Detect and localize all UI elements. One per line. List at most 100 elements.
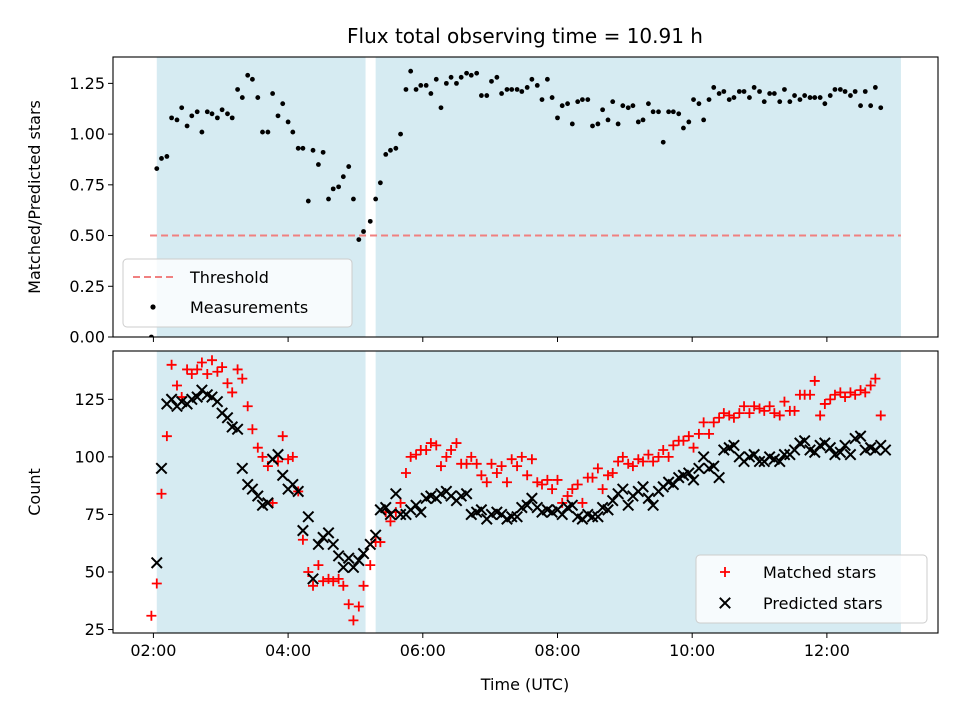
matched-star-point bbox=[411, 449, 422, 460]
measurement-point bbox=[600, 107, 606, 113]
measurement-point bbox=[716, 91, 722, 96]
predicted-star-point bbox=[798, 434, 811, 447]
measurement-point bbox=[771, 91, 777, 96]
measurement-point bbox=[899, 0, 904, 2]
predicted-star-point bbox=[566, 499, 579, 512]
measurement-point bbox=[388, 147, 393, 153]
matched-star-point bbox=[850, 389, 861, 400]
measurement-point bbox=[620, 103, 626, 109]
matched-star-point bbox=[425, 438, 436, 449]
plot-area bbox=[146, 351, 901, 633]
predicted-star-point bbox=[591, 510, 604, 523]
predicted-star-point bbox=[839, 439, 851, 452]
matched-star-point bbox=[724, 410, 735, 421]
measurement-point bbox=[741, 89, 747, 94]
measurement-point bbox=[559, 103, 565, 109]
measurement-point bbox=[681, 125, 686, 131]
predicted-star-point bbox=[622, 499, 635, 512]
predicted-star-point bbox=[521, 499, 534, 512]
matched-star-point bbox=[365, 560, 376, 571]
measurement-point bbox=[812, 95, 818, 100]
matched-star-point bbox=[658, 444, 669, 455]
measurement-point bbox=[300, 145, 306, 151]
measurement-point bbox=[706, 97, 712, 103]
predicted-star-point bbox=[312, 538, 325, 551]
predicted-star-point bbox=[292, 485, 305, 498]
measurement-point bbox=[822, 101, 828, 107]
predicted-star-point bbox=[155, 462, 168, 475]
measurement-point bbox=[199, 129, 205, 135]
predicted-star-point bbox=[276, 469, 289, 482]
matched-star-point bbox=[633, 454, 644, 465]
legend-matched-swatch bbox=[720, 567, 730, 577]
measurement-point bbox=[656, 109, 661, 115]
measurement-point bbox=[872, 85, 878, 90]
legend-measurement-swatch bbox=[150, 304, 156, 310]
legend: Matched stars Predicted stars bbox=[695, 554, 928, 624]
predicted-star-point bbox=[824, 441, 837, 454]
matched-star-point bbox=[759, 405, 770, 416]
matched-star-point bbox=[308, 580, 319, 591]
matched-star-point bbox=[323, 573, 334, 584]
measurement-point bbox=[878, 105, 884, 111]
matched-star-point bbox=[617, 451, 628, 462]
matched-star-point bbox=[466, 451, 477, 462]
y-axis-label: Matched/Predicted stars bbox=[25, 100, 44, 294]
measurement-point bbox=[595, 121, 601, 127]
matched-star-point bbox=[663, 451, 674, 462]
measurement-point bbox=[468, 72, 474, 78]
predicted-star-point bbox=[713, 471, 726, 484]
matched-star-point bbox=[385, 516, 396, 527]
legend-matched-label: Matched stars bbox=[763, 563, 876, 582]
matched-star-point bbox=[547, 484, 558, 495]
matched-star-point bbox=[186, 369, 197, 380]
predicted-star-point bbox=[748, 448, 761, 461]
matched-star-point bbox=[501, 477, 512, 488]
y-tick-label: 0.50 bbox=[69, 226, 105, 245]
measurement-point bbox=[635, 119, 641, 125]
predicted-star-point bbox=[364, 538, 377, 551]
matched-star-point bbox=[506, 454, 517, 465]
measurement-point bbox=[443, 80, 449, 86]
y-tick-label: 0.75 bbox=[69, 175, 105, 194]
matched-star-point bbox=[683, 431, 694, 442]
y-tick-label: 125 bbox=[74, 390, 105, 409]
matched-star-point bbox=[739, 401, 750, 412]
measurement-point bbox=[504, 87, 510, 92]
matched-star-point bbox=[313, 560, 324, 571]
matched-star-point bbox=[237, 373, 248, 384]
measurement-point bbox=[509, 87, 515, 92]
measurement-point bbox=[356, 237, 362, 243]
predicted-star-point bbox=[307, 572, 319, 585]
predicted-star-point bbox=[834, 446, 847, 459]
matched-star-point bbox=[222, 378, 233, 389]
measurement-point bbox=[351, 196, 356, 202]
matched-star-point bbox=[845, 387, 856, 398]
matched-star-point bbox=[496, 461, 507, 472]
matched-star-point bbox=[358, 580, 369, 591]
matched-star-point bbox=[287, 451, 298, 462]
measurement-point bbox=[519, 89, 525, 94]
measurement-point bbox=[514, 87, 520, 92]
measurement-point bbox=[326, 196, 331, 202]
measurement-point bbox=[270, 91, 276, 96]
matched-star-point bbox=[829, 389, 840, 400]
predicted-star-point bbox=[854, 430, 867, 443]
predicted-star-point bbox=[788, 444, 801, 456]
measurement-point bbox=[275, 113, 281, 119]
matched-star-point bbox=[587, 472, 598, 483]
matched-star-point bbox=[764, 401, 775, 412]
measurement-point bbox=[494, 74, 500, 80]
measurement-point bbox=[290, 129, 296, 135]
measurement-point bbox=[169, 115, 174, 121]
matched-star-point bbox=[522, 470, 533, 481]
measurement-point bbox=[726, 97, 732, 103]
measurement-point bbox=[666, 109, 672, 115]
predicted-star-point bbox=[773, 455, 786, 468]
predicted-star-point bbox=[352, 554, 365, 567]
predicted-star-point bbox=[808, 446, 821, 459]
matched-star-point bbox=[875, 410, 886, 421]
matched-star-point bbox=[196, 357, 207, 368]
measurement-point bbox=[646, 101, 651, 107]
measurement-point bbox=[408, 68, 414, 74]
